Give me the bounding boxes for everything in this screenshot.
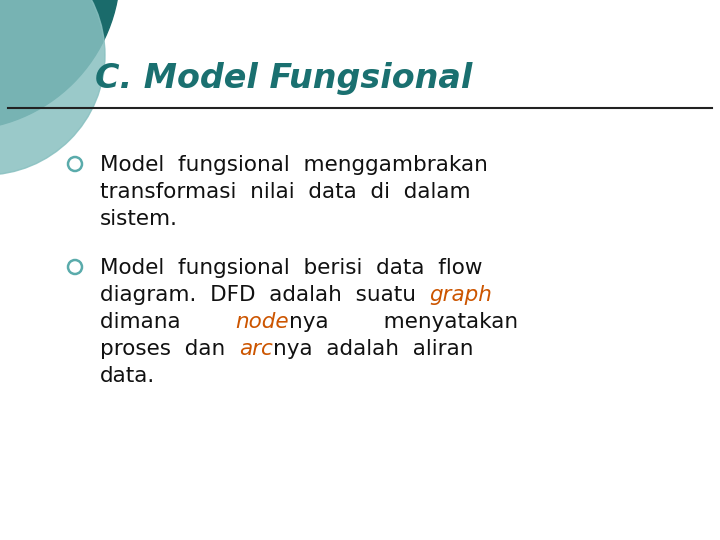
Circle shape	[0, 0, 120, 130]
Text: Model  fungsional  berisi  data  flow: Model fungsional berisi data flow	[100, 258, 482, 278]
Text: graph: graph	[430, 285, 492, 305]
Text: C. Model Fungsional: C. Model Fungsional	[95, 62, 472, 95]
Text: Model  fungsional  menggambrakan: Model fungsional menggambrakan	[100, 155, 488, 175]
Text: arc: arc	[239, 339, 273, 359]
Text: dimana: dimana	[100, 312, 235, 332]
Text: transformasi  nilai  data  di  dalam: transformasi nilai data di dalam	[100, 182, 471, 202]
Text: nya  adalah  aliran: nya adalah aliran	[273, 339, 473, 359]
Text: diagram.  DFD  adalah  suatu: diagram. DFD adalah suatu	[100, 285, 430, 305]
Text: nya        menyatakan: nya menyatakan	[289, 312, 518, 332]
Text: sistem.: sistem.	[100, 209, 178, 229]
Text: proses  dan: proses dan	[100, 339, 239, 359]
Circle shape	[0, 0, 105, 175]
Text: data.: data.	[100, 366, 156, 386]
Text: node: node	[235, 312, 289, 332]
